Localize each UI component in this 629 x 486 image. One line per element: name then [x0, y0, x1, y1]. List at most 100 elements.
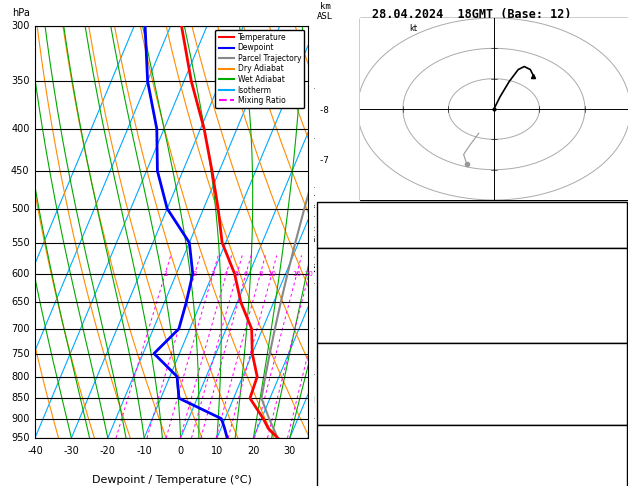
Text: CIN (J): CIN (J): [321, 330, 365, 341]
Text: 500: 500: [11, 204, 30, 213]
Text: -5: -5: [313, 232, 321, 241]
Text: 600: 600: [11, 269, 30, 279]
Text: -6: -6: [318, 206, 329, 214]
Text: 4: 4: [224, 271, 228, 277]
Text: 550: 550: [11, 238, 30, 248]
Text: -5: -5: [318, 254, 329, 262]
Text: 680: 680: [604, 399, 623, 409]
Text: Totals Totals: Totals Totals: [321, 218, 402, 228]
Text: 1: 1: [163, 271, 167, 277]
Text: -7: -7: [313, 134, 322, 143]
Text: 333: 333: [604, 371, 623, 382]
Text: hPa: hPa: [12, 8, 30, 18]
Text: K: K: [321, 203, 327, 213]
Text: Dewpoint / Temperature (°C): Dewpoint / Temperature (°C): [92, 475, 252, 485]
Text: 128: 128: [604, 330, 623, 341]
Text: -8: -8: [318, 105, 329, 115]
Text: Most Unstable: Most Unstable: [431, 344, 513, 354]
Bar: [360, 18, 628, 200]
Text: 680: 680: [604, 317, 623, 327]
Text: LCL: LCL: [313, 396, 328, 405]
Text: Surface: Surface: [450, 249, 494, 259]
Text: 900: 900: [11, 414, 30, 424]
Text: -4: -4: [318, 301, 329, 310]
Text: 300: 300: [11, 21, 30, 31]
Text: 8: 8: [258, 271, 263, 277]
Bar: [317, 424, 627, 486]
Text: 12: 12: [611, 203, 623, 213]
Text: 12.8: 12.8: [598, 277, 623, 287]
Text: StmSpd (kt): StmSpd (kt): [321, 480, 390, 486]
Text: Lifted Index: Lifted Index: [321, 385, 396, 395]
Text: 5: 5: [235, 271, 239, 277]
Text: 850: 850: [11, 393, 30, 403]
Text: 3: 3: [617, 453, 623, 463]
Text: Mixing Ratio (g/kg): Mixing Ratio (g/kg): [315, 192, 324, 272]
Legend: Temperature, Dewpoint, Parcel Trajectory, Dry Adiabat, Wet Adiabat, Isotherm, Mi: Temperature, Dewpoint, Parcel Trajectory…: [216, 30, 304, 108]
Text: 12: 12: [611, 439, 623, 450]
Text: 800: 800: [11, 372, 30, 382]
Text: 0: 0: [177, 446, 184, 456]
Text: km
ASL: km ASL: [317, 2, 333, 21]
Text: Temp (°C): Temp (°C): [321, 263, 377, 273]
Text: EH: EH: [321, 439, 333, 450]
Text: 20: 20: [247, 446, 260, 456]
Text: 2: 2: [192, 271, 197, 277]
Text: CAPE (J): CAPE (J): [321, 317, 371, 327]
Text: -2: -2: [318, 392, 329, 401]
Text: km
ASL: km ASL: [316, 0, 332, 14]
Text: -6: -6: [313, 184, 322, 192]
Text: 950: 950: [11, 433, 30, 443]
Text: 128: 128: [604, 412, 623, 422]
Text: Pressure (mb): Pressure (mb): [321, 358, 402, 368]
Text: CAPE (J): CAPE (J): [321, 399, 371, 409]
Text: 10: 10: [211, 446, 223, 456]
Text: PW (cm): PW (cm): [321, 234, 365, 243]
Text: 400: 400: [11, 124, 30, 134]
Text: -1: -1: [313, 414, 321, 423]
Text: © weatheronline.co.uk: © weatheronline.co.uk: [415, 475, 528, 484]
Text: 3: 3: [211, 271, 215, 277]
Text: 650: 650: [11, 297, 30, 307]
Text: -2: -2: [313, 370, 321, 379]
Text: 6: 6: [243, 271, 248, 277]
Text: -1: -1: [318, 436, 329, 445]
Text: Dewp (°C): Dewp (°C): [321, 277, 377, 287]
Text: 700: 700: [11, 324, 30, 334]
Text: -8: -8: [313, 84, 322, 93]
Text: 44°13'N  43°06'E  522m ASL: 44°13'N 43°06'E 522m ASL: [74, 0, 269, 3]
Text: 750: 750: [11, 348, 30, 359]
Text: LCL: LCL: [318, 418, 333, 427]
Text: Lifted Index: Lifted Index: [321, 303, 396, 313]
Text: 956: 956: [604, 358, 623, 368]
Text: -10: -10: [136, 446, 152, 456]
Text: 10: 10: [267, 271, 276, 277]
Text: -3: -3: [313, 324, 322, 333]
Text: -40: -40: [27, 446, 43, 456]
Bar: [317, 248, 627, 343]
Bar: [317, 202, 627, 248]
Text: 16: 16: [292, 271, 301, 277]
Text: 28.04.2024  18GMT (Base: 12): 28.04.2024 18GMT (Base: 12): [372, 8, 571, 21]
Text: -3: -3: [318, 347, 329, 355]
Text: Mixing Ratio (g/kg): Mixing Ratio (g/kg): [342, 289, 352, 391]
Text: 20: 20: [304, 271, 313, 277]
Text: -4: -4: [313, 278, 321, 288]
Text: -30: -30: [64, 446, 79, 456]
Text: 1.73: 1.73: [598, 234, 623, 243]
Text: Hodograph: Hodograph: [444, 426, 500, 435]
Text: 49: 49: [611, 218, 623, 228]
Text: 333: 333: [604, 290, 623, 300]
Bar: [317, 343, 627, 424]
Text: 26.7: 26.7: [598, 263, 623, 273]
Text: 450: 450: [11, 166, 30, 176]
Text: 237°: 237°: [598, 467, 623, 476]
Text: -2: -2: [611, 303, 623, 313]
Text: -20: -20: [100, 446, 116, 456]
Text: 30: 30: [284, 446, 296, 456]
Text: CIN (J): CIN (J): [321, 412, 365, 422]
Text: 8: 8: [617, 480, 623, 486]
Text: 350: 350: [11, 76, 30, 86]
Text: -7: -7: [318, 156, 329, 165]
Text: SREH: SREH: [321, 453, 346, 463]
